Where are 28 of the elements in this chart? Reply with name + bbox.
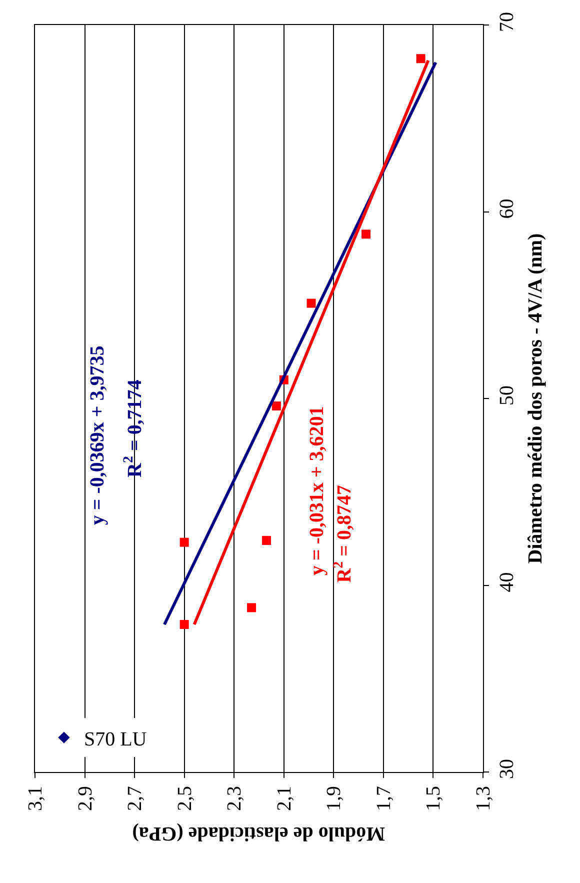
point	[180, 538, 189, 547]
point	[272, 401, 281, 410]
y-tick-label: 60	[496, 198, 518, 219]
point	[306, 298, 316, 308]
point	[362, 230, 371, 239]
x-tick-label: 1,5	[422, 786, 445, 811]
annotation: y = -0,031x + 3,6201	[306, 406, 328, 576]
y-tick-label: 50	[496, 386, 518, 406]
legend-label: S70 LU	[84, 728, 148, 750]
y-tick-label: 30	[496, 759, 518, 779]
point	[416, 54, 426, 64]
x-tick-label: 1,7	[372, 786, 395, 811]
x-tick-label: 2,3	[224, 786, 246, 811]
point	[180, 620, 189, 629]
y-axis-title: Diâmetro médio dos poros - 4V/A (nm)	[524, 233, 546, 564]
x-tick-label: 2,5	[174, 786, 196, 811]
y-tick-label: 40	[496, 572, 518, 592]
x-tick-label: 3,1	[24, 786, 46, 811]
x-axis-title: Módulo de elasticidade (GPa)	[132, 822, 385, 844]
x-tick-label: 1,3	[472, 786, 494, 811]
y-tick-label: 70	[496, 12, 518, 32]
annotation: y = -0,0369x + 3,9735	[86, 346, 108, 526]
point	[247, 603, 256, 612]
x-tick-label: 2,7	[124, 786, 146, 811]
x-tick-label: 2,9	[74, 786, 96, 811]
point	[262, 536, 271, 545]
x-tick-label: 2,1	[273, 786, 296, 811]
x-tick-label: 1,9	[323, 786, 346, 811]
